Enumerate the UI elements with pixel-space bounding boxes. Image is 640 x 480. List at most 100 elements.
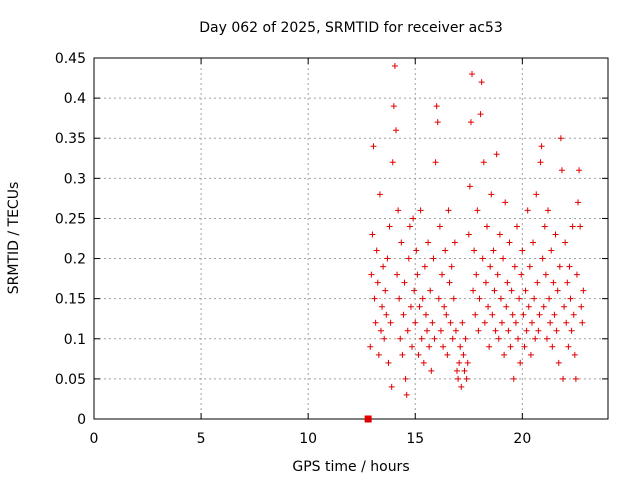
data-point	[525, 303, 532, 310]
data-point	[545, 207, 552, 214]
data-point	[558, 167, 565, 174]
data-point	[541, 223, 548, 230]
data-point	[536, 311, 543, 318]
data-point	[549, 343, 556, 350]
data-point	[428, 367, 435, 374]
data-point	[395, 207, 402, 214]
data-point	[565, 343, 572, 350]
data-point	[487, 263, 494, 270]
data-point	[388, 383, 395, 390]
data-point	[553, 327, 560, 334]
data-point	[534, 279, 541, 286]
data-point	[431, 335, 438, 342]
data-point	[437, 327, 444, 334]
data-point	[397, 335, 404, 342]
data-point	[454, 367, 461, 374]
data-point	[444, 351, 451, 358]
data-point	[427, 287, 434, 294]
data-point	[440, 343, 447, 350]
data-point	[519, 247, 526, 254]
data-point	[390, 103, 397, 110]
data-point	[377, 327, 384, 334]
data-point	[543, 335, 550, 342]
data-point	[548, 247, 555, 254]
y-tick-label: 0.4	[64, 91, 86, 107]
data-point	[425, 239, 432, 246]
plot-frame	[93, 57, 609, 420]
data-point	[566, 263, 573, 270]
data-point	[459, 319, 466, 326]
data-point	[443, 311, 450, 318]
chart-title: Day 062 of 2025, SRMTID for receiver ac5…	[199, 20, 503, 36]
data-point	[375, 351, 382, 358]
data-point	[473, 271, 480, 278]
data-point	[561, 303, 568, 310]
data-point	[381, 335, 388, 342]
data-point	[436, 223, 443, 230]
data-point	[517, 359, 524, 366]
data-point	[416, 303, 423, 310]
data-point	[447, 319, 454, 326]
data-point	[461, 367, 468, 374]
y-tick-label: 0.25	[55, 211, 86, 227]
data-point	[371, 295, 378, 302]
x-tick-label: 15	[406, 431, 424, 447]
data-point	[488, 191, 495, 198]
data-point	[417, 207, 424, 214]
data-point	[403, 391, 410, 398]
data-point	[570, 311, 577, 318]
data-point	[512, 319, 519, 326]
data-point	[521, 343, 528, 350]
data-point	[576, 167, 583, 174]
y-tick-label: 0.35	[55, 131, 86, 147]
data-point	[483, 223, 490, 230]
data-point	[455, 375, 462, 382]
data-point	[391, 63, 398, 70]
data-point	[562, 239, 569, 246]
data-point	[401, 279, 408, 286]
data-point	[523, 327, 530, 334]
data-point	[433, 103, 440, 110]
data-point	[472, 311, 479, 318]
axis-ticks: 0 0.05 0.1 0.15 0.2 0.25 0.3 0.35 0.4 0.45 0 5 10 15 2…	[55, 51, 608, 447]
data-point	[441, 303, 448, 310]
data-point	[421, 263, 428, 270]
data-point	[564, 279, 571, 286]
data-point	[572, 375, 579, 382]
data-point	[494, 271, 501, 278]
data-point	[426, 343, 433, 350]
data-point	[413, 247, 420, 254]
data-point	[394, 271, 401, 278]
data-point	[400, 311, 407, 318]
data-point	[502, 199, 509, 206]
data-point	[432, 159, 439, 166]
data-point	[501, 351, 508, 358]
data-point	[479, 255, 486, 262]
data-point	[532, 335, 539, 342]
data-point	[409, 343, 416, 350]
data-point	[578, 303, 585, 310]
data-point	[542, 271, 549, 278]
data-point	[474, 207, 481, 214]
data-point	[442, 247, 449, 254]
data-point	[563, 319, 570, 326]
data-point	[457, 343, 464, 350]
data-point	[556, 263, 563, 270]
grid-lines	[94, 58, 608, 419]
data-point	[493, 151, 500, 158]
data-point	[424, 327, 431, 334]
y-tick-label: 0.2	[64, 252, 86, 268]
y-tick-label: 0	[77, 412, 86, 428]
data-point	[392, 127, 399, 134]
data-point	[518, 271, 525, 278]
data-point	[482, 279, 489, 286]
data-point	[476, 295, 483, 302]
data-point	[509, 311, 516, 318]
data-point	[516, 295, 523, 302]
data-point	[480, 159, 487, 166]
data-points	[367, 63, 587, 398]
data-point	[367, 343, 374, 350]
data-point	[535, 327, 542, 334]
data-point	[458, 383, 465, 390]
